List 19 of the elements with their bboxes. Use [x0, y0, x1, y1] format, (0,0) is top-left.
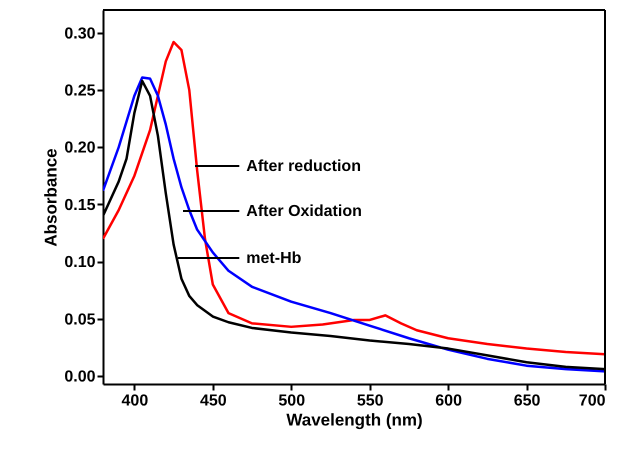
y-axis-title: Absorbance [41, 148, 60, 247]
annotation: After Oxidation [246, 203, 362, 220]
x-tick-label: 550 [356, 392, 384, 410]
y-tick-label: 0.00 [64, 368, 96, 386]
y-tick-label: 0.20 [64, 140, 96, 157]
y-tick-label: 0.25 [64, 82, 96, 100]
x-tick-label: 600 [435, 392, 462, 410]
y-tick-label: 0.10 [64, 254, 96, 272]
x-tick-label: 650 [514, 392, 541, 410]
annotation: met-Hb [246, 250, 302, 267]
y-tick-label: 0.05 [64, 311, 96, 328]
x-tick-label: 700 [578, 392, 606, 410]
x-axis-title: Wavelength (nm) [286, 410, 423, 430]
annotation: After reduction [246, 158, 361, 175]
y-tick-label: 0.15 [64, 196, 96, 214]
x-tick-label: 400 [122, 392, 148, 410]
x-tick-label: 500 [278, 392, 306, 410]
y-tick-label: 0.30 [64, 25, 96, 42]
x-tick-label: 450 [200, 392, 227, 410]
